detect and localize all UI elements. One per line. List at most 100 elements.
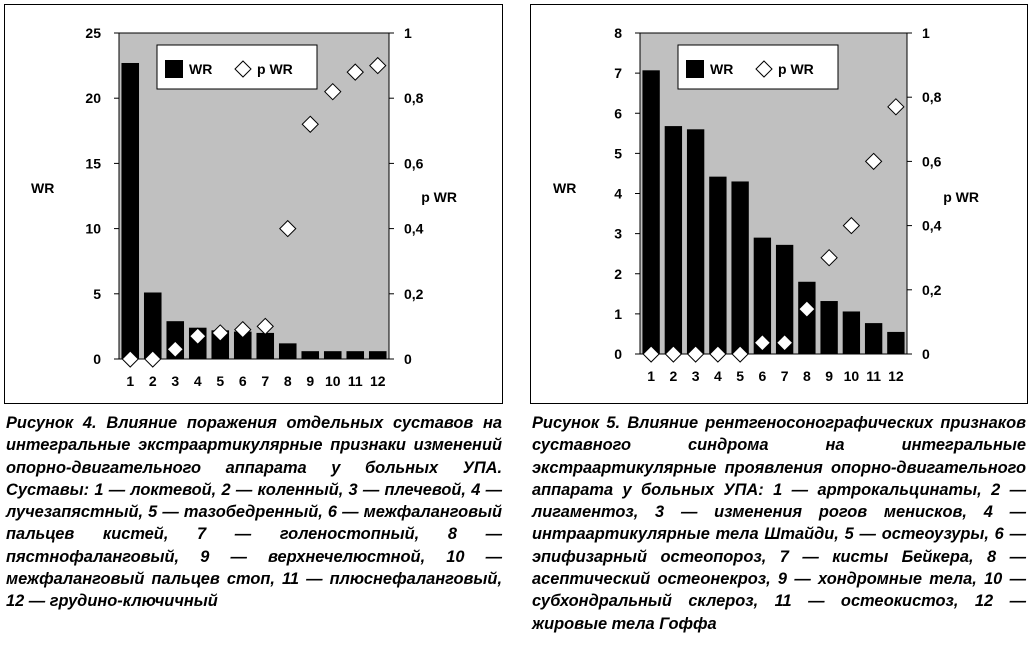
x-tick-label: 12: [370, 373, 386, 389]
point-p-wr: [798, 300, 816, 318]
legend-label-p-wr: p WR: [257, 61, 293, 77]
bar-wr: [753, 237, 772, 354]
y2-tick-label: 0: [922, 346, 930, 362]
x-tick-label: 10: [844, 368, 860, 384]
x-tick-label: 3: [171, 373, 179, 389]
y-tick-label: 1: [614, 306, 622, 322]
y-tick-label: 8: [614, 25, 622, 41]
x-tick-label: 1: [647, 368, 655, 384]
bar-wr: [731, 181, 749, 354]
y2-tick-label: 1: [404, 25, 412, 41]
bar-wr: [121, 62, 140, 359]
figure-5-caption-body: Влияние рентгеносонографических признако…: [532, 414, 1026, 633]
legend-swatch-p-wr: [755, 60, 773, 78]
x-tick-label: 7: [781, 368, 789, 384]
y2-tick-label: 0,6: [404, 155, 424, 171]
bar-wr: [642, 70, 660, 354]
point-p-wr: [166, 340, 184, 358]
y2-tick-label: 0,4: [922, 218, 942, 234]
x-tick-label: 4: [194, 373, 202, 389]
point-p-wr: [369, 56, 387, 75]
x-tick-label: 10: [325, 373, 341, 389]
figure-5-panel: 0 1 2 3 4 5 6 7 8 0 0,2 0,4 0,6 0,8 1 WR p WR 1 2 3 4 5 6 7 8 9 10…: [530, 4, 1028, 404]
y-tick-label: 0: [614, 346, 622, 362]
point-p-wr: [775, 334, 794, 352]
x-tick-label: 5: [216, 373, 224, 389]
x-tick-label: 4: [714, 368, 722, 384]
legend-swatch-wr: [165, 60, 183, 78]
point-p-wr: [144, 350, 162, 368]
y-tick-label: 7: [614, 65, 622, 81]
bar-wr: [301, 351, 320, 359]
figure-5-caption-head: Рисунок 5.: [532, 414, 621, 432]
point-p-wr: [211, 324, 229, 342]
point-p-wr: [301, 115, 319, 133]
y-tick-label: 5: [614, 145, 622, 161]
point-p-wr: [820, 248, 838, 267]
x-tick-label: 11: [866, 368, 881, 384]
y-tick-label: 25: [85, 25, 101, 41]
bar-wr: [256, 332, 275, 359]
bar-wr: [709, 176, 727, 354]
legend-label-wr: WR: [189, 61, 212, 77]
bar-wr: [664, 126, 683, 354]
y-tick-label: 20: [85, 90, 101, 106]
point-p-wr: [346, 63, 364, 81]
bar-wr: [887, 331, 905, 354]
bar-wr: [864, 323, 883, 354]
point-p-wr: [256, 317, 274, 336]
bar-wr: [278, 343, 297, 359]
x-tick-label: 11: [348, 373, 363, 389]
point-p-wr: [642, 345, 660, 363]
point-p-wr: [842, 216, 861, 235]
y-tick-label: 3: [614, 226, 622, 242]
figure-4-caption-head: Рисунок 4.: [6, 414, 97, 432]
point-p-wr: [189, 327, 207, 345]
y2-tick-label: 0,8: [922, 89, 942, 105]
bar-wr: [368, 351, 387, 359]
point-p-wr: [753, 334, 772, 352]
bar-wr: [233, 331, 252, 359]
x-tick-label: 9: [306, 373, 314, 389]
bar-wr: [143, 292, 162, 359]
x-tick-label: 9: [825, 368, 833, 384]
bar-wr: [323, 351, 342, 359]
bar-wr: [211, 330, 230, 359]
y-axis-label: WR: [553, 180, 576, 196]
x-tick-label: 6: [239, 373, 247, 389]
legend-label-wr: WR: [710, 61, 733, 77]
y2-axis-label: p WR: [421, 189, 457, 205]
y2-tick-label: 0,4: [404, 221, 424, 237]
x-tick-label: 12: [888, 368, 904, 384]
y-tick-label: 5: [93, 286, 101, 302]
x-tick-label: 8: [284, 373, 292, 389]
y-tick-label: 0: [93, 351, 101, 367]
y-tick-label: 15: [85, 155, 101, 171]
point-p-wr: [664, 345, 683, 363]
point-p-wr: [731, 345, 749, 363]
y2-tick-label: 0,6: [922, 153, 942, 169]
x-tick-label: 8: [803, 368, 811, 384]
y2-tick-label: 0,8: [404, 90, 424, 106]
point-p-wr: [234, 320, 252, 339]
figure-5-caption: Рисунок 5. Влияние рентгеносонографическ…: [532, 412, 1026, 635]
point-p-wr: [324, 82, 342, 101]
x-tick-label: 2: [149, 373, 157, 389]
x-tick-label: 2: [669, 368, 677, 384]
bar-wr: [820, 301, 838, 354]
x-tick-label: 5: [736, 368, 744, 384]
point-p-wr: [121, 350, 139, 368]
point-p-wr: [887, 98, 905, 116]
bar-wr: [346, 351, 365, 359]
legend-swatch-wr: [686, 60, 704, 78]
point-p-wr: [709, 345, 727, 363]
y2-axis-label: p WR: [943, 189, 979, 205]
point-p-wr: [279, 219, 297, 238]
x-tick-label: 1: [126, 373, 134, 389]
figure-4-panel: 0 5 10 15 20 25 0 0,2 0,4 0,6 0,8 1 WR p WR 1 2 3 4 5 6 7 8 9 1…: [4, 4, 503, 404]
legend-label-p-wr: p WR: [778, 61, 814, 77]
bar-wr: [775, 244, 794, 354]
y-tick-label: 2: [614, 266, 622, 282]
figure-4-caption: Рисунок 4. Влияние поражения отдельных с…: [6, 412, 502, 613]
